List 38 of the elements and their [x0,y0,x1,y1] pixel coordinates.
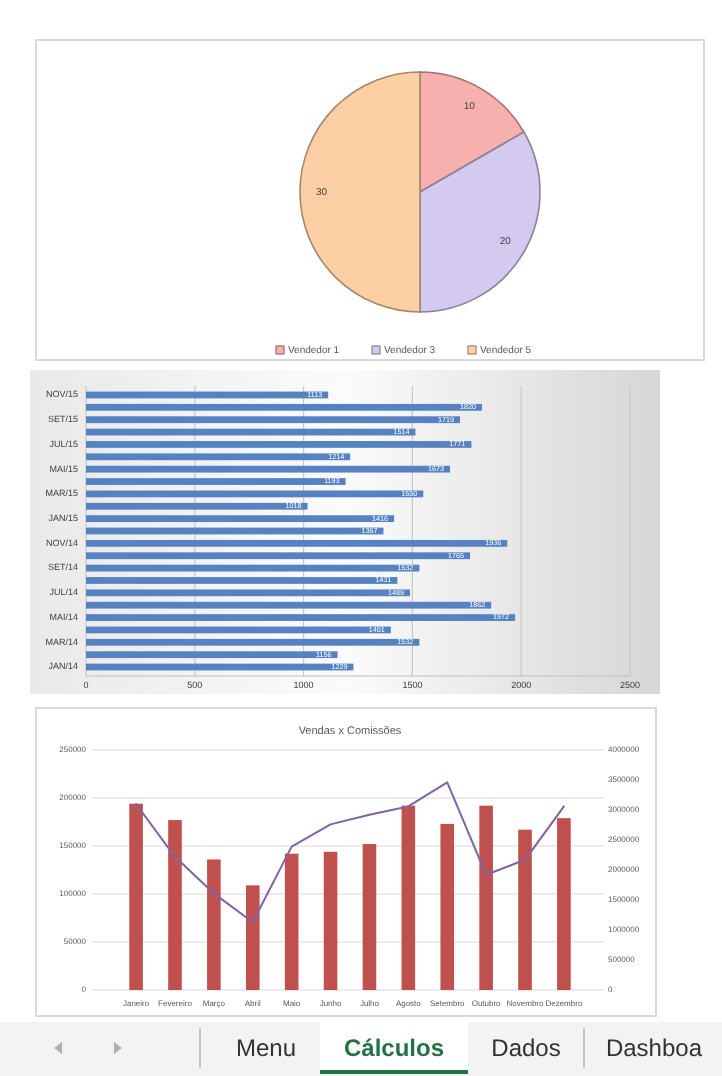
bar [86,552,471,560]
bar [86,539,508,547]
bar [518,829,532,990]
bar [86,614,516,621]
bar [245,885,260,990]
bar [86,441,472,448]
bar [86,502,308,510]
bar [86,651,338,659]
bar [86,564,420,572]
bar [401,805,416,990]
bar [284,853,299,990]
pie-slice [419,131,541,313]
bar [86,601,492,609]
text: Dados [491,1034,561,1062]
bar [86,403,483,411]
bar [323,851,338,990]
bar [129,803,143,990]
bar [86,589,411,597]
bar [557,818,571,990]
bar [207,859,221,990]
bar [86,465,451,473]
bar [86,453,351,461]
text: Cálculos [343,1034,445,1062]
bar [168,820,182,990]
line-series [135,781,565,924]
bar [86,577,398,584]
bar [479,805,493,990]
text: Dashboa [605,1034,703,1062]
pie-slice [299,71,421,313]
text: Menu [235,1034,297,1062]
bar [86,638,420,646]
bar [86,490,424,498]
bar [440,823,455,990]
pie-slice [419,71,525,193]
bar [362,844,377,990]
bar [86,478,346,485]
bar [86,416,461,424]
bar [86,515,395,523]
